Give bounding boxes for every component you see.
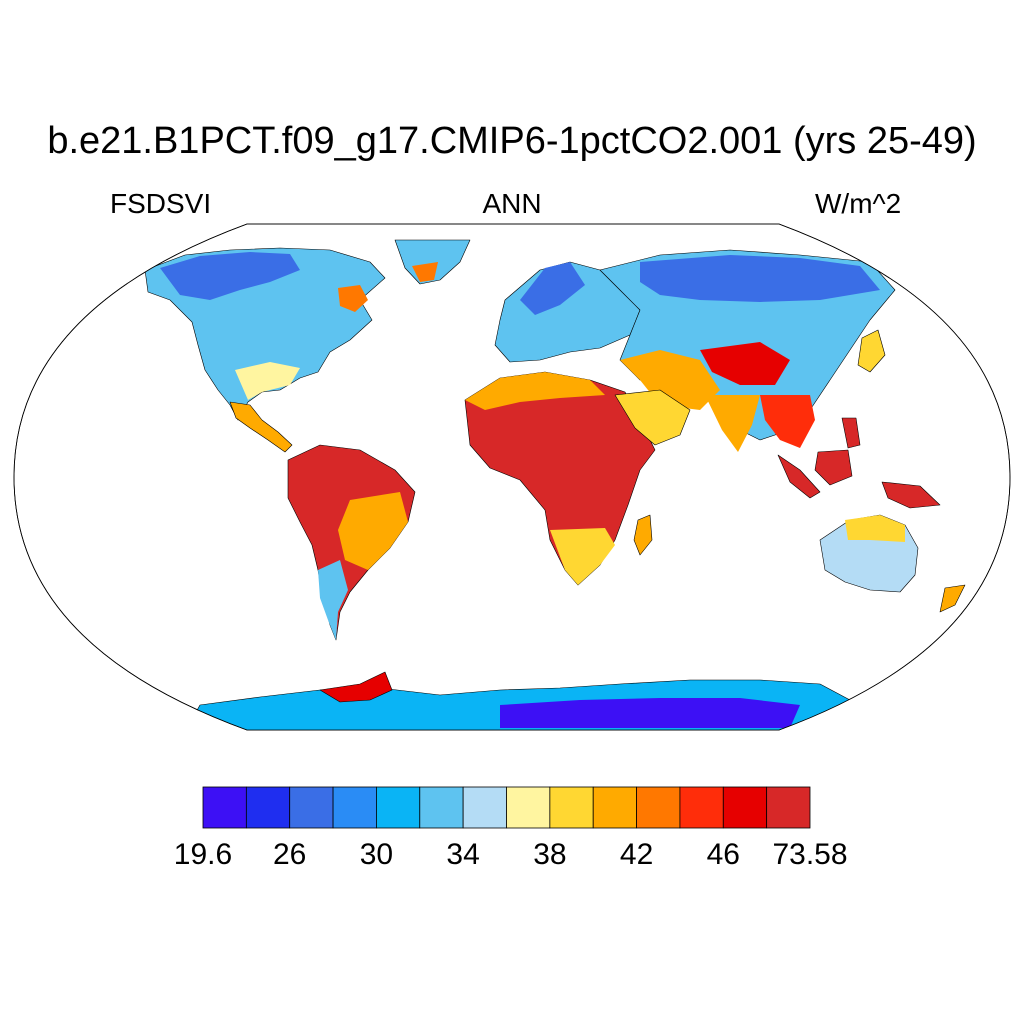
hudson-bay-warm [338,285,368,312]
japan [857,329,886,373]
madagascar [633,514,653,556]
tibet-hot [700,342,790,385]
variable-label: FSDSVI [110,188,212,219]
south-america-east-orange [338,492,408,570]
colorbar-label: 38 [533,838,567,871]
southeast-asia [760,395,815,448]
sumatra [777,454,821,499]
patagonia [318,560,348,640]
north-africa-coast [465,372,605,410]
new-guinea [881,481,941,509]
borneo [814,449,853,486]
india [705,395,760,452]
colorbar-label: 19.6 [173,838,233,871]
colorbar-label: 26 [273,838,307,871]
antarctic-peninsula [319,671,393,703]
central-america [229,401,293,453]
colorbar-label: 42 [619,838,654,871]
arabia [614,389,691,446]
map-border [13,223,1011,731]
south-africa [550,528,615,585]
siberia-cold [640,255,880,302]
colorbar-label: 46 [706,838,740,871]
season-label: ANN [482,188,542,219]
us-southeast-warm [235,362,300,400]
australia-north-warm [845,515,905,542]
scandinavia-cold [520,262,585,315]
colorbar-label: 73.58 [772,838,848,871]
canada-cold-region [160,252,300,300]
colorbar-label: 34 [446,838,480,871]
units-label: W/m^2 [815,188,902,219]
greenland [394,239,471,285]
middle-east-warm [620,350,720,410]
new-zealand [939,584,966,613]
greenland-south-warm [412,262,438,282]
colorbar-label: 30 [359,838,394,871]
plot-title: b.e21.B1PCT.f09_g17.CMIP6-1pctCO2.001 (y… [47,120,977,162]
philippines [841,417,861,449]
antarctica-interior [500,698,800,728]
